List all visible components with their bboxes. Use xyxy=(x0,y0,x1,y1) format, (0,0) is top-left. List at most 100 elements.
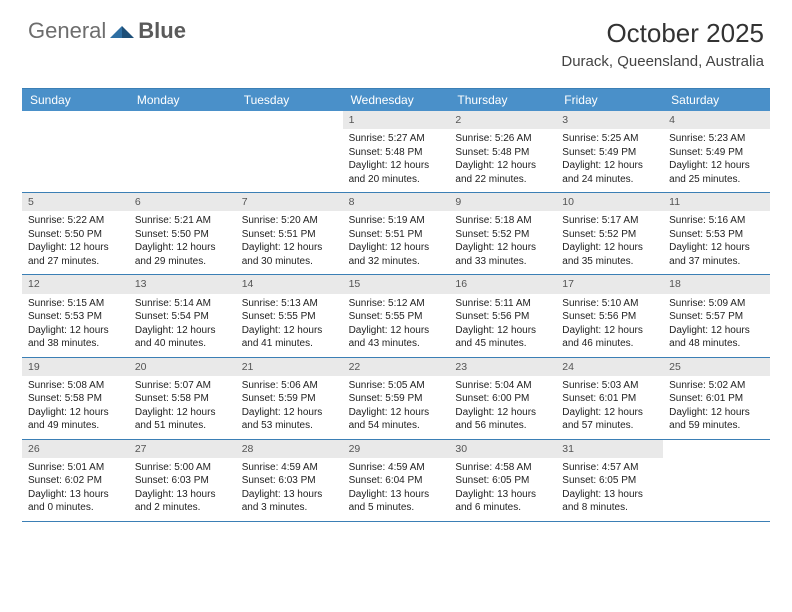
day-number: 24 xyxy=(556,358,663,376)
day-number: 14 xyxy=(236,275,343,293)
cell-line-sunrise: Sunrise: 5:13 AM xyxy=(242,297,337,311)
day-number: 26 xyxy=(22,440,129,458)
cell-line-sunset: Sunset: 5:48 PM xyxy=(455,146,550,160)
cell-line-sunrise: Sunrise: 5:03 AM xyxy=(562,379,657,393)
cell-line-daylight1: Daylight: 13 hours xyxy=(135,488,230,502)
week-row: 12Sunrise: 5:15 AMSunset: 5:53 PMDayligh… xyxy=(22,275,770,357)
cell-line-daylight1: Daylight: 12 hours xyxy=(349,324,444,338)
day-cell: 15 Sunrise: 5:12 AMSunset: 5:55 PMDayligh… xyxy=(343,275,450,356)
cell-line-daylight1: Daylight: 12 hours xyxy=(562,241,657,255)
logo: General Blue xyxy=(28,18,186,44)
cell-line-sunset: Sunset: 5:53 PM xyxy=(28,310,123,324)
day-number: 25 xyxy=(663,358,770,376)
day-cell: 9 Sunrise: 5:18 AMSunset: 5:52 PMDaylight… xyxy=(449,193,556,274)
day-cell: 17Sunrise: 5:10 AMSunset: 5:56 PMDayligh… xyxy=(556,275,663,356)
cell-line-daylight1: Daylight: 12 hours xyxy=(562,406,657,420)
cell-line-daylight2: and 35 minutes. xyxy=(562,255,657,269)
day-cell: 14Sunrise: 5:13 AMSunset: 5:55 PMDayligh… xyxy=(236,275,343,356)
cell-line-daylight1: Daylight: 12 hours xyxy=(455,241,550,255)
cell-line-daylight2: and 54 minutes. xyxy=(349,419,444,433)
cell-line-sunrise: Sunrise: 5:06 AM xyxy=(242,379,337,393)
cell-line-sunset: Sunset: 6:03 PM xyxy=(242,474,337,488)
cell-line-sunset: Sunset: 6:02 PM xyxy=(28,474,123,488)
day-number: 16 xyxy=(449,275,556,293)
weeks-container: 1Sunrise: 5:27 AMSunset: 5:48 PMDaylight… xyxy=(22,111,770,522)
cell-line-sunrise: Sunrise: 5:22 AM xyxy=(28,214,123,228)
cell-line-daylight2: and 43 minutes. xyxy=(349,337,444,351)
location-text: Durack, Queensland, Australia xyxy=(561,53,764,70)
cell-line-sunrise: Sunrise: 4:59 AM xyxy=(349,461,444,475)
cell-line-sunrise: Sunrise: 5:07 AM xyxy=(135,379,230,393)
cell-line-daylight1: Daylight: 12 hours xyxy=(455,406,550,420)
day-header-cell: Monday xyxy=(129,89,236,111)
cell-line-sunrise: Sunrise: 5:18 AM xyxy=(455,214,550,228)
day-cell: 3Sunrise: 5:25 AMSunset: 5:49 PMDaylight… xyxy=(556,111,663,192)
day-number: 21 xyxy=(236,358,343,376)
cell-line-daylight1: Daylight: 12 hours xyxy=(349,241,444,255)
cell-line-daylight2: and 5 minutes. xyxy=(349,501,444,515)
day-cell: 10Sunrise: 5:17 AMSunset: 5:52 PMDayligh… xyxy=(556,193,663,274)
cell-line-sunset: Sunset: 6:03 PM xyxy=(135,474,230,488)
cell-line-sunset: Sunset: 6:05 PM xyxy=(455,474,550,488)
day-cell: 31Sunrise: 4:57 AMSunset: 6:05 PMDayligh… xyxy=(556,440,663,521)
cell-line-daylight1: Daylight: 13 hours xyxy=(242,488,337,502)
cell-line-sunrise: Sunrise: 4:57 AM xyxy=(562,461,657,475)
day-number: 17 xyxy=(556,275,663,293)
day-number: 4 xyxy=(663,111,770,129)
cell-line-daylight1: Daylight: 12 hours xyxy=(135,241,230,255)
cell-line-sunrise: Sunrise: 5:12 AM xyxy=(349,297,444,311)
day-number: 18 xyxy=(663,275,770,293)
day-number xyxy=(22,111,129,115)
cell-line-sunset: Sunset: 5:49 PM xyxy=(562,146,657,160)
cell-line-daylight2: and 56 minutes. xyxy=(455,419,550,433)
day-number: 9 xyxy=(449,193,556,211)
cell-line-daylight2: and 25 minutes. xyxy=(669,173,764,187)
cell-line-daylight1: Daylight: 12 hours xyxy=(669,406,764,420)
day-cell: 5Sunrise: 5:22 AMSunset: 5:50 PMDaylight… xyxy=(22,193,129,274)
day-number: 3 xyxy=(556,111,663,129)
cell-line-daylight2: and 29 minutes. xyxy=(135,255,230,269)
cell-line-sunset: Sunset: 5:51 PM xyxy=(349,228,444,242)
cell-line-sunset: Sunset: 5:56 PM xyxy=(455,310,550,324)
cell-line-daylight1: Daylight: 12 hours xyxy=(242,241,337,255)
cell-line-daylight2: and 48 minutes. xyxy=(669,337,764,351)
day-header-cell: Saturday xyxy=(663,89,770,111)
page-title: October 2025 xyxy=(561,18,764,49)
day-number xyxy=(663,440,770,444)
header: General Blue October 2025 Durack, Queens… xyxy=(0,0,792,80)
cell-line-sunset: Sunset: 5:55 PM xyxy=(349,310,444,324)
cell-line-sunset: Sunset: 5:52 PM xyxy=(455,228,550,242)
day-header-cell: Sunday xyxy=(22,89,129,111)
cell-line-daylight1: Daylight: 12 hours xyxy=(28,406,123,420)
day-number: 12 xyxy=(22,275,129,293)
cell-line-sunset: Sunset: 5:51 PM xyxy=(242,228,337,242)
day-number: 15 xyxy=(343,275,450,293)
cell-line-daylight2: and 32 minutes. xyxy=(349,255,444,269)
cell-line-daylight2: and 24 minutes. xyxy=(562,173,657,187)
day-cell: 8Sunrise: 5:19 AMSunset: 5:51 PMDaylight… xyxy=(343,193,450,274)
cell-line-daylight2: and 46 minutes. xyxy=(562,337,657,351)
day-header-cell: Tuesday xyxy=(236,89,343,111)
cell-line-daylight2: and 8 minutes. xyxy=(562,501,657,515)
day-number: 31 xyxy=(556,440,663,458)
cell-line-daylight2: and 40 minutes. xyxy=(135,337,230,351)
cell-line-sunrise: Sunrise: 5:10 AM xyxy=(562,297,657,311)
cell-line-sunset: Sunset: 5:52 PM xyxy=(562,228,657,242)
cell-line-sunset: Sunset: 6:01 PM xyxy=(669,392,764,406)
day-cell: 11Sunrise: 5:16 AMSunset: 5:53 PMDayligh… xyxy=(663,193,770,274)
cell-line-sunrise: Sunrise: 5:19 AM xyxy=(349,214,444,228)
cell-line-sunrise: Sunrise: 5:20 AM xyxy=(242,214,337,228)
cell-line-daylight1: Daylight: 12 hours xyxy=(242,406,337,420)
cell-line-sunrise: Sunrise: 5:02 AM xyxy=(669,379,764,393)
day-header-cell: Thursday xyxy=(449,89,556,111)
cell-line-daylight2: and 41 minutes. xyxy=(242,337,337,351)
cell-line-sunrise: Sunrise: 5:25 AM xyxy=(562,132,657,146)
week-row: 19Sunrise: 5:08 AMSunset: 5:58 PMDayligh… xyxy=(22,358,770,440)
title-block: October 2025 Durack, Queensland, Austral… xyxy=(561,18,764,70)
cell-line-sunrise: Sunrise: 5:17 AM xyxy=(562,214,657,228)
logo-mark-icon xyxy=(110,22,136,40)
cell-line-sunset: Sunset: 5:56 PM xyxy=(562,310,657,324)
cell-line-daylight2: and 6 minutes. xyxy=(455,501,550,515)
cell-line-daylight1: Daylight: 12 hours xyxy=(455,324,550,338)
day-cell: 6Sunrise: 5:21 AMSunset: 5:50 PMDaylight… xyxy=(129,193,236,274)
